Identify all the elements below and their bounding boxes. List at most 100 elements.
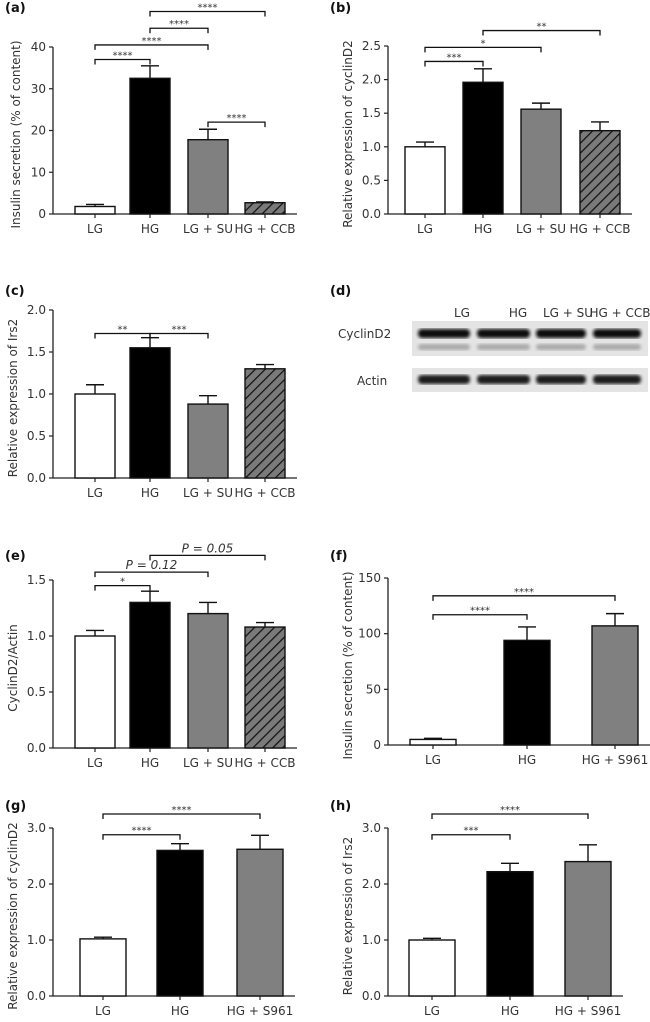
bar-hg [486,870,534,997]
significance-bracket [482,29,601,36]
significance-bracket [94,44,209,50]
x-tick-label: HG + CCB [235,756,296,770]
significance-bracket [431,834,511,840]
bar-hg-s961 [236,848,284,997]
x-tick-label: LG [417,222,433,236]
y-tick-label: 20 [31,124,46,138]
bar-hg [462,81,504,215]
significance-bracket [207,121,266,128]
y-tick-label: 10 [31,165,46,179]
y-tick-label: 0.5 [27,429,46,443]
y-tick-label: 100 [358,627,381,641]
significance-label: **** [227,113,247,124]
band-actin [418,375,470,384]
y-axis-label: Relative expression of cyclinD2 [6,822,20,1010]
x-tick-label: HG + S961 [582,753,649,767]
y-tick-label: 3.0 [27,821,46,835]
bar-lg [79,938,127,997]
significance-label: **** [142,36,162,47]
y-tick-label: 0.0 [27,989,46,1003]
bar-lg [74,635,116,749]
significance-label: ** [118,325,128,336]
bar-lg [74,205,116,215]
panel-label: (c) [5,284,25,299]
chart-panel-6: (g) 0.0 1.0 2.0 3.0 Relative expression of cy… [5,799,295,1018]
significance-label: **** [198,3,218,14]
y-tick-label: 30 [31,82,46,96]
x-tick-label: LG + SU [183,486,233,500]
panel-label: (a) [5,1,26,16]
panel-label: (f) [330,549,348,564]
x-tick-label: HG [518,753,536,767]
x-tick-label: LG + SU [516,222,566,236]
band-cyclind2-faint [593,344,641,350]
significance-bracket [432,614,528,620]
significance-bracket [94,571,209,578]
significance-bracket [149,27,209,34]
significance-bracket [424,60,484,67]
y-axis-label: Insulin secretion (% of content) [341,571,355,759]
y-tick-label: 2.0 [27,303,46,317]
y-tick-label: 0.0 [27,741,46,755]
y-tick-label: 3.0 [362,821,381,835]
x-tick-label: HG [501,1004,519,1018]
bar-lg [409,738,457,746]
significance-label: **** [172,805,192,816]
significance-bracket [149,10,266,17]
x-tick-label: LG [87,222,103,236]
y-tick-label: 50 [366,682,381,696]
significance-bracket [102,834,181,840]
band-actin [593,375,641,384]
band-cyclind2 [536,329,586,338]
chart-panel-2: (b) 0.0 0.5 1.0 1.5 2.0 2.5 Relative expression… [330,1,632,236]
band-cyclind2 [418,329,470,338]
bar-hg-ccb [244,626,286,749]
significance-label: **** [113,51,133,62]
bar-lg-su [520,108,562,215]
lane-label: LG + SU [543,306,593,320]
bar-lg-su [187,138,229,215]
bar-hg [129,77,171,215]
y-tick-label: 2.5 [362,39,381,53]
chart-panel-4: (e) 0.0 0.5 1.0 1.5 CyclinD2/Actin LG HG LG + SU… [5,541,297,770]
x-tick-label: LG [424,1004,440,1018]
bar-hg [503,639,551,746]
significance-label: *** [447,52,462,63]
band-actin [477,375,530,384]
y-axis-label: Relative expression of cyclinD2 [341,40,355,228]
bar-lg [74,393,116,479]
significance-bracket [94,584,151,591]
y-tick-label: 2.0 [27,877,46,891]
x-tick-label: HG + CCB [235,486,296,500]
x-tick-label: HG [141,222,159,236]
bar-hg-ccb [579,129,621,215]
x-tick-label: HG + CCB [570,222,631,236]
y-axis-label: Insulin secretion (% of content) [9,40,23,228]
significance-bracket [102,813,261,819]
y-tick-label: 1.0 [362,933,381,947]
band-actin [536,375,586,384]
x-tick-label: HG + CCB [235,222,296,236]
lane-label: HG + CCB [590,306,650,320]
y-axis-label: Relative expression of Irs2 [6,319,20,478]
bar-hg [156,849,204,997]
bar-hg-s961 [564,860,612,997]
significance-bracket [149,554,266,561]
x-tick-label: HG [171,1004,189,1018]
row-label-actin: Actin [357,374,387,388]
significance-bracket [149,332,209,339]
x-tick-label: LG [95,1004,111,1018]
chart-panel-7: (h) 0.0 1.0 2.0 3.0 Relative expression of Ir… [330,799,623,1018]
x-tick-label: HG [141,756,159,770]
x-tick-label: LG + SU [183,222,233,236]
significance-label: * [120,577,125,588]
significance-bracket [432,595,616,601]
blot-membrane-cyclind2 [412,321,648,356]
bar-hg-s961 [591,625,639,746]
y-tick-label: 0.0 [362,207,381,221]
x-tick-label: HG + S961 [227,1004,294,1018]
y-tick-label: 0.0 [27,471,46,485]
bar-hg [129,601,171,749]
